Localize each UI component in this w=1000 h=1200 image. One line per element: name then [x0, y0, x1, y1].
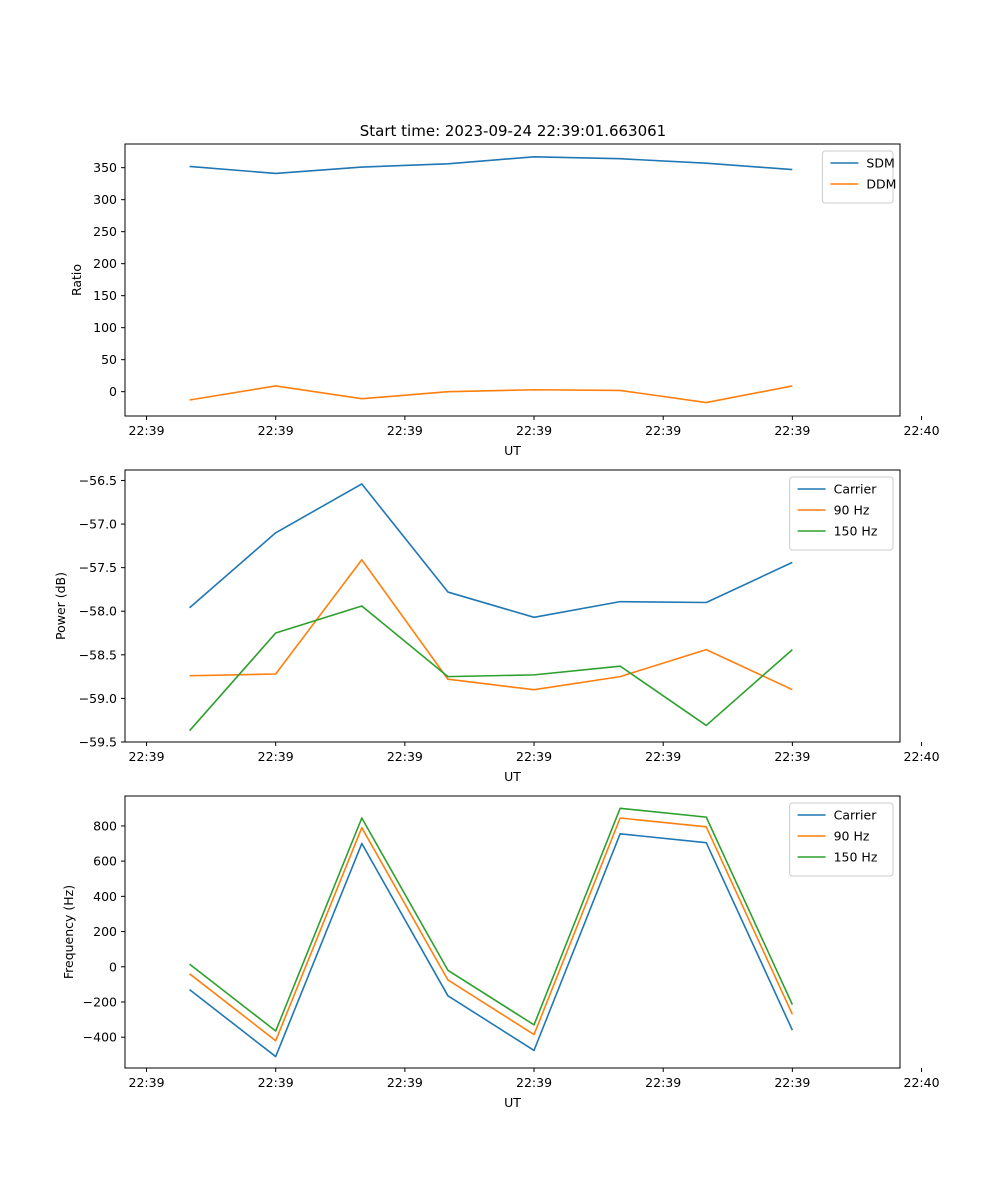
- y-tick-label: 250: [93, 224, 117, 239]
- x-tick-label: 22:39: [774, 1075, 810, 1090]
- y-axis-label: Ratio: [69, 264, 84, 296]
- x-axis-label: UT: [504, 1095, 521, 1110]
- legend-label-90-hz: 90 Hz: [834, 503, 870, 518]
- x-tick-label: 22:40: [904, 1075, 940, 1090]
- x-tick-label: 22:39: [258, 749, 294, 764]
- x-tick-label: 22:39: [258, 1075, 294, 1090]
- y-tick-label: 0: [109, 384, 117, 399]
- legend-label-ddm: DDM: [866, 177, 896, 192]
- y-axis-label: Power (dB): [53, 572, 68, 640]
- x-tick-label: 22:40: [904, 749, 940, 764]
- x-tick-label: 22:39: [129, 423, 165, 438]
- x-tick-label: 22:39: [516, 423, 552, 438]
- figure-title: Start time: 2023-09-24 22:39:01.663061: [360, 122, 666, 140]
- x-tick-label: 22:39: [645, 1075, 681, 1090]
- x-tick-label: 22:40: [904, 423, 940, 438]
- legend-label-sdm: SDM: [866, 156, 894, 171]
- axes-frame: [124, 469, 901, 743]
- series-line-ddm: [189, 385, 793, 404]
- legend-label-carrier: Carrier: [834, 808, 878, 823]
- y-tick-label: 400: [93, 889, 117, 904]
- x-tick-label: 22:39: [387, 749, 423, 764]
- y-tick-label: −200: [83, 994, 117, 1009]
- y-tick-label: −59.5: [79, 735, 117, 750]
- legend-label-150-hz: 150 Hz: [834, 850, 878, 865]
- y-tick-label: 800: [93, 818, 117, 833]
- y-tick-label: −59.0: [79, 691, 117, 706]
- x-tick-label: 22:39: [129, 1075, 165, 1090]
- legend-label-carrier: Carrier: [834, 482, 878, 497]
- x-tick-label: 22:39: [516, 1075, 552, 1090]
- y-tick-label: 350: [93, 160, 117, 175]
- x-tick-label: 22:39: [645, 423, 681, 438]
- x-axis-label: UT: [504, 769, 521, 784]
- y-tick-label: −57.0: [79, 517, 117, 532]
- axes-frame: [124, 143, 901, 417]
- x-tick-label: 22:39: [258, 423, 294, 438]
- series-line-90-hz: [189, 558, 793, 691]
- y-tick-label: −58.5: [79, 647, 117, 662]
- y-tick-label: 0: [109, 959, 117, 974]
- y-tick-label: 200: [93, 924, 117, 939]
- y-tick-label: −57.5: [79, 560, 117, 575]
- subplot-3: 22:39 22:39 22:39 22:39 22:39 22:39 22:40 −400 −…: [61, 795, 940, 1110]
- x-tick-label: 22:39: [774, 749, 810, 764]
- series-line-carrier: [189, 833, 794, 1058]
- legend: Carrier 90 Hz 150 Hz: [789, 476, 894, 551]
- legend: SDM DDM: [821, 150, 896, 204]
- series-line-sdm: [189, 156, 793, 175]
- series-line-150-hz: [188, 605, 793, 732]
- x-tick-label: 22:39: [387, 423, 423, 438]
- series-line-carrier: [189, 483, 793, 619]
- x-tick-label: 22:39: [129, 749, 165, 764]
- legend-box: [821, 150, 894, 204]
- y-axis-label: Frequency (Hz): [61, 885, 76, 979]
- series-line-150-hz: [189, 807, 794, 1032]
- y-tick-label: −56.5: [79, 473, 117, 488]
- legend: Carrier 90 Hz 150 Hz: [789, 802, 894, 877]
- y-tick-label: −400: [83, 1030, 117, 1045]
- y-tick-label: 100: [93, 320, 117, 335]
- y-tick-label: 300: [93, 192, 117, 207]
- y-tick-label: 600: [93, 854, 117, 869]
- x-tick-label: 22:39: [645, 749, 681, 764]
- subplot-1: 22:39 22:39 22:39 22:39 22:39 22:39 22:40 0 50 10…: [69, 143, 940, 458]
- x-tick-label: 22:39: [516, 749, 552, 764]
- legend-label-150-hz: 150 Hz: [834, 524, 878, 539]
- y-tick-label: −58.0: [79, 604, 117, 619]
- series-line-90-hz: [189, 817, 794, 1042]
- y-tick-label: 150: [93, 288, 117, 303]
- x-tick-label: 22:39: [387, 1075, 423, 1090]
- subplot-2: 22:39 22:39 22:39 22:39 22:39 22:39 22:40 −59.5…: [53, 469, 940, 784]
- x-axis-label: UT: [504, 443, 521, 458]
- legend-label-90-hz: 90 Hz: [834, 829, 870, 844]
- y-tick-label: 200: [93, 256, 117, 271]
- y-tick-label: 50: [101, 352, 117, 367]
- x-tick-label: 22:39: [774, 423, 810, 438]
